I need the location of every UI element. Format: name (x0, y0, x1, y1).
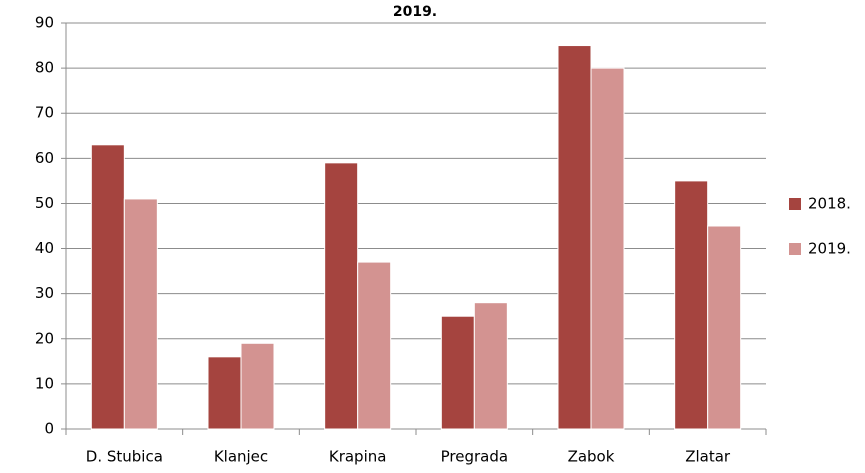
x-tick-label: D. Stubica (86, 448, 163, 466)
y-tick-label: 50 (35, 194, 54, 212)
legend-label: 2018. (808, 195, 851, 213)
y-tick-label: 40 (35, 239, 54, 257)
x-tick-label: Zlatar (685, 448, 731, 466)
bar (473, 302, 508, 430)
bar (557, 45, 592, 430)
y-tick-label: 70 (35, 104, 54, 122)
chart-title: 2019. (393, 4, 437, 20)
x-tick-label: Pregrada (441, 448, 508, 466)
bar (123, 198, 158, 430)
bar (674, 180, 709, 430)
bar (707, 225, 742, 430)
y-tick-label: 90 (35, 14, 54, 32)
y-tick-label: 30 (35, 284, 54, 302)
y-tick-label: 10 (35, 374, 54, 392)
legend-swatch (789, 198, 801, 210)
x-tick-label: Krapina (329, 448, 387, 466)
bar (240, 342, 275, 430)
y-tick-label: 20 (35, 329, 54, 347)
y-tick-label: 80 (35, 59, 54, 77)
bar (207, 356, 242, 430)
x-tick-label: Klanjec (214, 448, 268, 466)
x-tick-label: Zabok (568, 448, 615, 466)
y-tick-label: 60 (35, 149, 54, 167)
bar (324, 162, 359, 430)
bar (590, 67, 625, 430)
legend-label: 2019. (808, 240, 851, 258)
y-tick-label: 0 (44, 420, 54, 438)
bar (90, 144, 125, 430)
bar (440, 315, 475, 430)
legend-swatch (789, 243, 801, 255)
bar (357, 261, 392, 430)
